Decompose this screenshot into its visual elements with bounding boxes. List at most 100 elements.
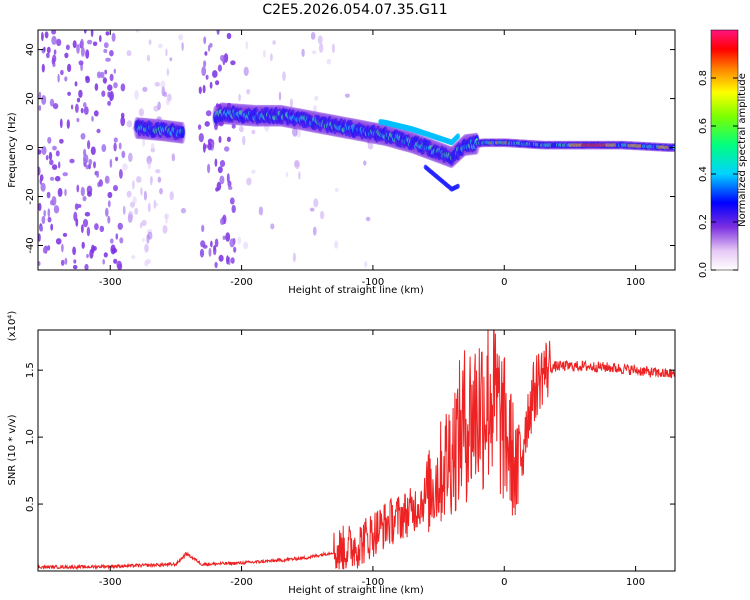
noise-speckle xyxy=(203,36,207,45)
noise-speckle xyxy=(229,197,235,205)
noise-speckle xyxy=(243,66,249,77)
noise-speckle xyxy=(41,215,46,225)
noise-speckle xyxy=(41,31,44,42)
noise-speckle xyxy=(201,66,207,77)
noise-speckle xyxy=(58,161,61,169)
noise-speckle xyxy=(282,71,286,81)
noise-speckle xyxy=(246,89,251,95)
noise-speckle xyxy=(165,48,168,57)
noise-speckle xyxy=(203,60,207,68)
noise-speckle xyxy=(41,63,45,73)
noise-speckle xyxy=(146,54,150,62)
noise-speckle xyxy=(204,121,210,127)
spectrogram-image xyxy=(38,30,675,270)
noise-speckle xyxy=(64,257,68,265)
noise-speckle xyxy=(80,133,86,140)
noise-speckle xyxy=(262,50,266,58)
noise-speckle xyxy=(142,86,148,92)
noise-speckle xyxy=(60,69,64,76)
noise-speckle xyxy=(47,136,52,144)
noise-speckle xyxy=(109,50,114,57)
noise-speckle xyxy=(99,35,102,43)
track-branch xyxy=(456,133,460,140)
noise-speckle xyxy=(94,83,99,91)
noise-speckle xyxy=(243,241,249,250)
noise-speckle xyxy=(165,98,171,106)
noise-speckle xyxy=(270,53,273,62)
noise-speckle xyxy=(51,58,55,65)
noise-speckle xyxy=(270,223,275,230)
colorbar-tick-label: 0.8 xyxy=(698,70,709,86)
noise-speckle xyxy=(169,191,174,201)
colorbar-tick-label: 0.6 xyxy=(698,118,709,134)
noise-speckle xyxy=(171,153,175,162)
noise-speckle xyxy=(47,216,52,223)
noise-speckle xyxy=(83,154,89,164)
noise-speckle xyxy=(120,83,126,92)
noise-speckle xyxy=(144,260,149,267)
noise-speckle xyxy=(96,128,101,134)
noise-speckle xyxy=(294,160,300,170)
noise-speckle xyxy=(180,207,187,214)
noise-speckle xyxy=(292,252,296,263)
noise-speckle xyxy=(85,164,89,170)
noise-speckle xyxy=(61,243,64,253)
x-tick-label: 100 xyxy=(626,577,645,588)
noise-speckle xyxy=(245,41,249,50)
snr-panel: -300 -200 -100 0 100 0.5 1.0 1.5 Height of str… xyxy=(7,311,676,596)
noise-speckle xyxy=(93,161,96,169)
noise-speckle xyxy=(119,224,124,229)
noise-speckle xyxy=(80,38,84,48)
noise-speckle xyxy=(224,146,230,152)
noise-speckle xyxy=(107,100,111,106)
noise-speckle xyxy=(151,142,155,152)
noise-speckle xyxy=(134,90,139,100)
noise-speckle xyxy=(102,77,107,84)
noise-speckle xyxy=(313,104,318,113)
x-tick-label: -300 xyxy=(99,577,122,588)
noise-speckle xyxy=(109,90,114,101)
noise-speckle xyxy=(178,34,184,41)
noise-speckle xyxy=(82,218,89,228)
noise-speckle xyxy=(60,259,65,266)
colorbar-gradient xyxy=(710,29,739,271)
noise-speckle xyxy=(204,51,208,56)
x-tick-label: -200 xyxy=(230,577,253,588)
noise-speckle xyxy=(228,185,233,190)
noise-speckle xyxy=(319,210,325,220)
noise-speckle xyxy=(92,41,98,47)
noise-speckle xyxy=(74,81,78,87)
noise-speckle xyxy=(51,30,57,35)
noise-speckle xyxy=(140,187,143,196)
noise-speckle xyxy=(80,46,85,57)
noise-speckle xyxy=(83,102,87,108)
noise-speckle xyxy=(56,38,62,47)
noise-speckle xyxy=(230,60,236,66)
noise-speckle xyxy=(101,90,106,97)
noise-speckle xyxy=(81,224,84,234)
page-title: C2E5.2026.054.07.35.G11 xyxy=(262,2,448,18)
snr-y-scale-note: (x10⁴) xyxy=(7,311,18,342)
noise-speckle xyxy=(207,142,212,151)
noise-speckle xyxy=(222,235,226,240)
noise-speckle xyxy=(107,215,111,224)
colorbar-tick-label: 0.2 xyxy=(698,214,709,230)
noise-speckle xyxy=(38,233,41,242)
y-tick-label: -20 xyxy=(25,188,36,204)
noise-speckle xyxy=(202,142,206,153)
noise-speckle xyxy=(219,160,226,167)
noise-speckle xyxy=(47,208,51,218)
noise-speckle xyxy=(155,169,161,174)
noise-speckle xyxy=(46,191,51,199)
noise-speckle xyxy=(75,103,79,114)
noise-speckle xyxy=(107,84,113,91)
noise-speckle xyxy=(104,69,108,75)
noise-speckle xyxy=(72,246,76,256)
noise-speckle xyxy=(113,82,118,89)
noise-speckle xyxy=(318,43,324,53)
noise-speckle xyxy=(107,191,113,199)
noise-speckle xyxy=(163,91,168,98)
noise-speckle xyxy=(148,39,152,45)
noise-speckle xyxy=(292,127,298,137)
noise-speckle xyxy=(57,187,63,197)
